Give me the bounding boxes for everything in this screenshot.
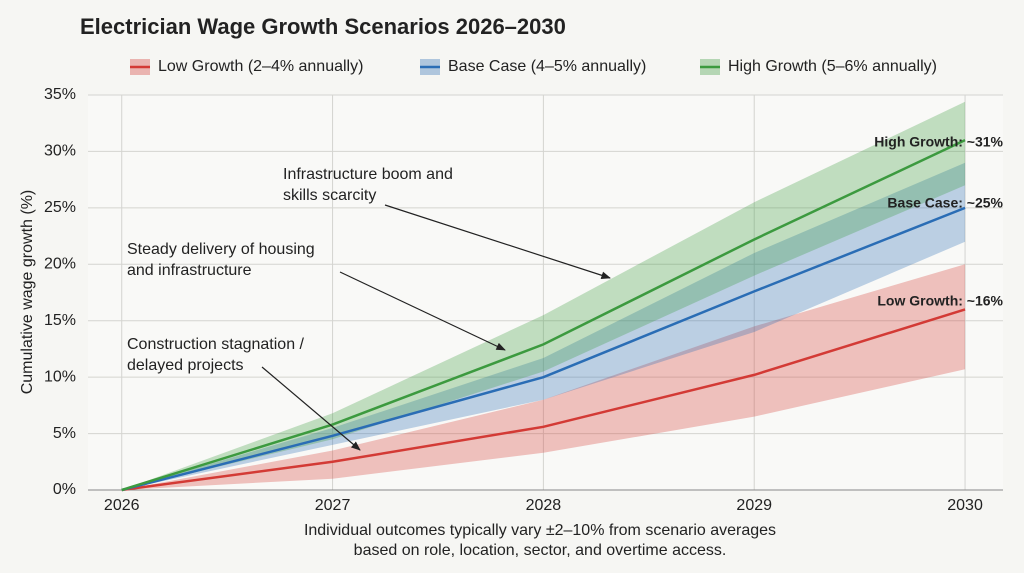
line <box>121 308 966 492</box>
end-label: Base Case: ~25% <box>887 195 1003 211</box>
chart-title: Electrician Wage Growth Scenarios 2026–2… <box>80 14 566 39</box>
y-tick-label: 35% <box>44 86 76 103</box>
band <box>121 264 966 490</box>
annotation: Steady delivery of housing <box>127 241 315 258</box>
x-tick-label: 2030 <box>947 497 983 514</box>
x-tick-label: 2028 <box>526 497 562 514</box>
y-axis-label: Cumulative wage growth (%) <box>19 190 36 395</box>
y-tick-label: 15% <box>44 312 76 329</box>
line <box>121 206 966 492</box>
legend-label: Low Growth (2–4% annually) <box>158 58 363 75</box>
line <box>121 139 966 492</box>
legend-item: Low Growth (2–4% annually) <box>130 58 363 75</box>
x-tick-label: 2029 <box>736 497 772 514</box>
y-tick-label: 0% <box>53 481 76 498</box>
end-label: High Growth: ~31% <box>874 134 1003 150</box>
annotation-arrow <box>339 271 506 351</box>
x-tick-label: 2026 <box>104 497 140 514</box>
footnote: based on role, location, sector, and ove… <box>354 542 727 559</box>
y-tick-label: 5% <box>53 425 76 442</box>
annotation: and infrastructure <box>127 262 252 279</box>
legend-label: High Growth (5–6% annually) <box>728 58 937 75</box>
annotation-arrow <box>261 366 361 451</box>
x-tick-label: 2027 <box>315 497 351 514</box>
y-tick-label: 20% <box>44 256 76 273</box>
end-label: Low Growth: ~16% <box>877 293 1003 309</box>
annotation: Construction stagnation / <box>127 336 305 353</box>
plot-area <box>88 95 1003 490</box>
legend-label: Base Case (4–5% annually) <box>448 58 646 75</box>
annotation: skills scarcity <box>283 187 376 204</box>
legend-item: Base Case (4–5% annually) <box>420 58 646 75</box>
legend-item: High Growth (5–6% annually) <box>700 58 937 75</box>
y-tick-label: 30% <box>44 143 76 160</box>
y-tick-label: 25% <box>44 199 76 216</box>
y-tick-label: 10% <box>44 368 76 385</box>
annotation: delayed projects <box>127 357 244 374</box>
annotation: Infrastructure boom and <box>283 166 453 183</box>
annotation-arrow <box>384 204 611 279</box>
footnote: Individual outcomes typically vary ±2–10… <box>304 522 776 539</box>
